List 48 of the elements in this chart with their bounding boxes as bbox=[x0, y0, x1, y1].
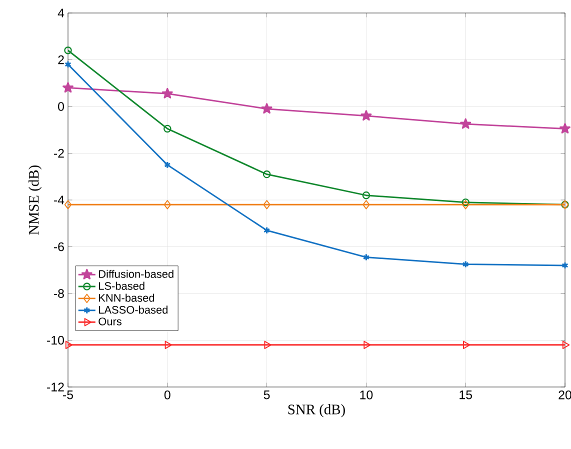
point bbox=[362, 200, 370, 210]
point bbox=[462, 198, 470, 206]
point bbox=[364, 340, 371, 350]
point bbox=[164, 161, 171, 169]
point bbox=[64, 200, 72, 210]
point bbox=[362, 253, 370, 262]
x-tick-label: 15 bbox=[460, 390, 472, 400]
point bbox=[360, 110, 372, 121]
legend-label: LS-based bbox=[99, 282, 144, 290]
point bbox=[460, 118, 472, 129]
point bbox=[65, 340, 73, 350]
point bbox=[162, 88, 173, 98]
point bbox=[462, 260, 469, 268]
x-tick-label: 10 bbox=[360, 390, 373, 400]
y-tick-label: -6 bbox=[54, 242, 64, 252]
point bbox=[262, 170, 271, 178]
point bbox=[263, 200, 270, 210]
x-tick-label: 20 bbox=[558, 390, 571, 400]
point bbox=[164, 124, 172, 133]
x-axis-title: SNR (dB) bbox=[288, 404, 345, 418]
point bbox=[560, 122, 570, 134]
point bbox=[463, 340, 470, 350]
x-tick-label: 5 bbox=[264, 390, 270, 400]
y-tick-label: 4 bbox=[58, 8, 64, 18]
point bbox=[264, 340, 272, 350]
legend-label: LASSO-based bbox=[99, 306, 168, 314]
y-tick-label: -8 bbox=[54, 289, 64, 298]
point bbox=[462, 200, 470, 210]
y-tick-label: -2 bbox=[54, 148, 64, 158]
point bbox=[261, 103, 272, 114]
point bbox=[263, 226, 270, 234]
legend-label: KNN-based bbox=[99, 294, 154, 302]
y-tick-label: -10 bbox=[47, 336, 64, 345]
y-tick-label: 2 bbox=[58, 55, 64, 64]
legend-label: Diffusion-based bbox=[99, 270, 174, 278]
legend-label: Ours bbox=[98, 318, 122, 326]
y-tick-label: 0 bbox=[58, 102, 64, 111]
point bbox=[62, 82, 74, 93]
point bbox=[562, 340, 570, 350]
x-tick-label: 0 bbox=[164, 390, 170, 400]
y-axis-title: NMSE (dB) bbox=[28, 166, 42, 235]
point bbox=[362, 191, 370, 200]
point bbox=[164, 340, 172, 350]
y-tick-label: -4 bbox=[54, 196, 64, 204]
x-tick-label: -5 bbox=[63, 390, 74, 400]
point bbox=[64, 46, 72, 54]
y-tick-label: -12 bbox=[47, 382, 64, 392]
point bbox=[164, 200, 172, 210]
